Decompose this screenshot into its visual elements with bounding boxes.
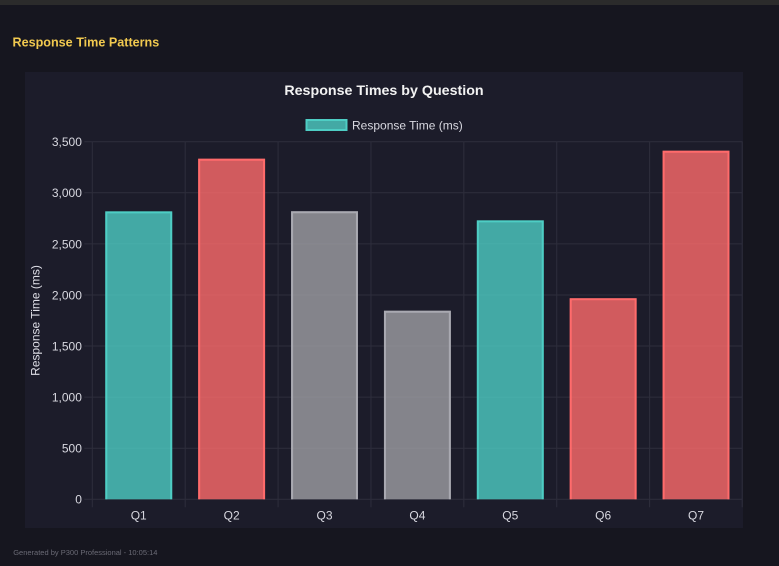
svg-text:1,000: 1,000 [52, 391, 82, 405]
svg-text:Generated by P300 Professional: Generated by P300 Professional - 10:05:1… [13, 548, 157, 557]
svg-text:0: 0 [75, 493, 82, 507]
svg-text:3,000: 3,000 [52, 186, 82, 200]
svg-text:Response Time (ms): Response Time (ms) [352, 118, 463, 132]
svg-text:Q7: Q7 [688, 508, 704, 522]
svg-text:2,000: 2,000 [52, 288, 82, 302]
svg-text:Response Time (ms): Response Time (ms) [29, 265, 43, 376]
svg-text:Q5: Q5 [502, 508, 518, 522]
svg-text:Response Times by Question: Response Times by Question [284, 83, 483, 99]
svg-text:1,500: 1,500 [52, 339, 82, 353]
svg-text:Q2: Q2 [224, 508, 240, 522]
svg-text:Response Time Patterns: Response Time Patterns [13, 35, 160, 49]
svg-text:Q6: Q6 [595, 508, 611, 522]
svg-text:Q3: Q3 [317, 508, 333, 522]
svg-text:Q1: Q1 [131, 508, 147, 522]
svg-text:3,500: 3,500 [52, 135, 82, 149]
svg-text:2,500: 2,500 [52, 237, 82, 251]
svg-text:500: 500 [62, 442, 82, 456]
svg-text:Q4: Q4 [409, 508, 425, 522]
